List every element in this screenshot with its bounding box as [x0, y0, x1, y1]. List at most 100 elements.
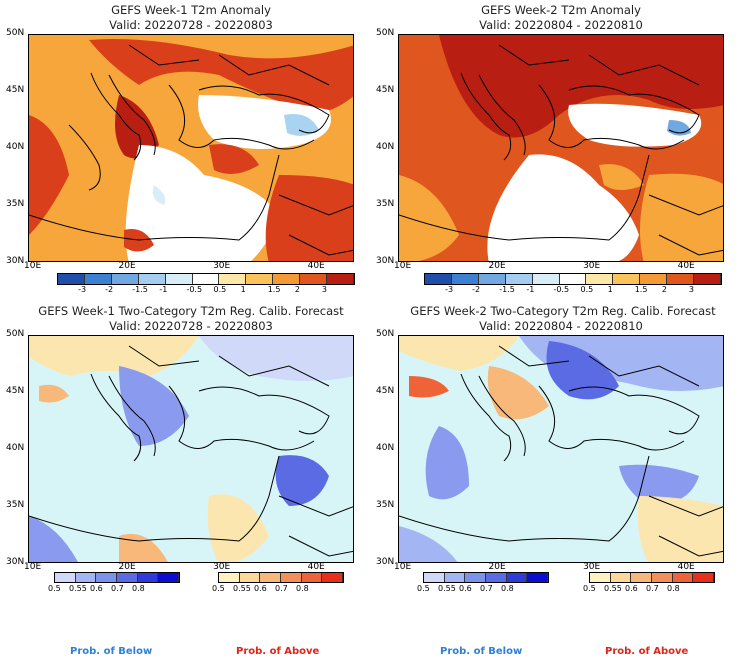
colorbar-segment	[137, 573, 159, 582]
lat-tick-label: 45N	[376, 85, 395, 95]
colorbar-tick-label: -3	[445, 285, 454, 294]
colorbar-tick-label: -1	[159, 285, 168, 294]
prob-below-colorbar-week2	[423, 572, 549, 583]
colorbar-segment	[444, 573, 466, 582]
map-week1-probability	[28, 335, 354, 563]
colorbar-tick-label: 2	[294, 285, 300, 294]
colorbar-segment	[505, 274, 533, 284]
colorbar-segment	[532, 274, 560, 284]
panel3-valid: Valid: 20220728 - 20220803	[109, 319, 273, 333]
colorbar-tick-label: -1.5	[132, 285, 148, 294]
prob-below-label-week2: Prob. of Below	[440, 646, 523, 657]
colorbar-segment	[260, 573, 282, 582]
colorbar-segment	[652, 573, 673, 582]
lon-tick-label: 40E	[307, 261, 325, 271]
colorbar-segment	[55, 573, 76, 582]
lon-tick-label: 40E	[677, 261, 695, 271]
lat-tick-label: 40N	[376, 142, 395, 152]
colorbar-tick-label: 0.7	[275, 584, 288, 593]
prob-above-colorbar-week1	[218, 572, 344, 583]
colorbar-tick-label: -1.5	[499, 285, 515, 294]
map1-field	[29, 35, 353, 261]
lat-tick-label: 50N	[6, 329, 25, 339]
colorbar-segment	[478, 274, 506, 284]
colorbar-tick-label: 1	[240, 285, 246, 294]
colorbar-tick-label: 0.5	[583, 584, 596, 593]
colorbar-segment	[693, 573, 715, 582]
colorbar-segment	[158, 573, 180, 582]
lat-tick-label: 45N	[6, 85, 25, 95]
lat-tick-label: 30N	[6, 557, 25, 567]
colorbar-segment	[322, 573, 344, 582]
prob-above-colorbar-week2	[589, 572, 715, 583]
panel2-valid: Valid: 20220804 - 20220810	[479, 18, 643, 32]
colorbar-segment	[165, 274, 193, 284]
colorbar-segment	[300, 274, 328, 284]
lat-tick-label: 30N	[376, 557, 395, 567]
colorbar-tick-label: 1.5	[267, 285, 281, 294]
colorbar-tick-label: 0.5	[213, 285, 227, 294]
colorbar-tick-label: 0.55	[69, 584, 87, 593]
colorbar-tick-label: 1	[607, 285, 613, 294]
lon-tick-label: 20E	[488, 261, 506, 271]
lat-tick-label: 35N	[376, 199, 395, 209]
lat-tick-label: 35N	[6, 500, 25, 510]
colorbar-tick-label: -1	[526, 285, 535, 294]
colorbar-tick-label: 3	[688, 285, 694, 294]
colorbar-segment	[192, 274, 220, 284]
lat-tick-label: 45N	[376, 386, 395, 396]
colorbar-tick-label: -3	[78, 285, 87, 294]
colorbar-tick-label: 0.7	[646, 584, 659, 593]
lon-tick-label: 30E	[213, 261, 231, 271]
colorbar-segment	[424, 573, 445, 582]
colorbar-tick-label: 0.55	[438, 584, 456, 593]
colorbar-tick-label: 2	[661, 285, 667, 294]
colorbar-tick-label: -2	[472, 285, 481, 294]
colorbar-tick-label: 0.7	[111, 584, 124, 593]
colorbar-segment	[301, 573, 323, 582]
prob-above-label-week2: Prob. of Above	[605, 646, 689, 657]
colorbar-segment	[239, 573, 261, 582]
anomaly-colorbar-week1	[57, 273, 355, 285]
panel1-valid: Valid: 20220728 - 20220803	[109, 18, 273, 32]
colorbar-segment	[590, 573, 611, 582]
colorbar-tick-label: 0.6	[625, 584, 638, 593]
prob-above-label-week1: Prob. of Above	[236, 646, 320, 657]
colorbar-tick-label: 0.5	[580, 285, 594, 294]
colorbar-segment	[138, 274, 166, 284]
lon-tick-label: 30E	[583, 261, 601, 271]
map-week1-anomaly	[28, 34, 354, 262]
lon-tick-label: 10E	[24, 261, 42, 271]
colorbar-tick-label: 1.5	[634, 285, 648, 294]
colorbar-segment	[486, 573, 507, 582]
lat-tick-label: 35N	[6, 199, 25, 209]
colorbar-segment	[219, 573, 240, 582]
colorbar-tick-label: 0.5	[417, 584, 430, 593]
panel4-title: GEFS Week-2 Two-Category T2m Reg. Calib.…	[410, 304, 716, 318]
colorbar-segment	[667, 274, 695, 284]
colorbar-segment	[281, 573, 302, 582]
anomaly-colorbar-week2	[424, 273, 722, 285]
colorbar-tick-label: 0.6	[90, 584, 103, 593]
colorbar-tick-label: 3	[321, 285, 327, 294]
lon-tick-label: 30E	[583, 562, 601, 572]
lat-tick-label: 40N	[6, 443, 25, 453]
colorbar-segment	[96, 573, 118, 582]
colorbar-segment	[465, 573, 487, 582]
colorbar-segment	[451, 274, 479, 284]
lat-tick-label: 30N	[6, 256, 25, 266]
colorbar-tick-label: 0.55	[233, 584, 251, 593]
map3-field	[29, 336, 353, 562]
lat-tick-label: 30N	[376, 256, 395, 266]
colorbar-segment	[559, 274, 587, 284]
prob-below-label-week1: Prob. of Below	[70, 646, 153, 657]
lon-tick-label: 40E	[307, 562, 325, 572]
map-week2-probability	[398, 335, 724, 563]
colorbar-tick-label: -0.5	[186, 285, 203, 294]
map2-field	[399, 35, 723, 261]
colorbar-segment	[640, 274, 668, 284]
colorbar-tick-label: -2	[105, 285, 114, 294]
lat-tick-label: 50N	[376, 28, 395, 38]
lon-tick-label: 30E	[213, 562, 231, 572]
lat-tick-label: 35N	[376, 500, 395, 510]
